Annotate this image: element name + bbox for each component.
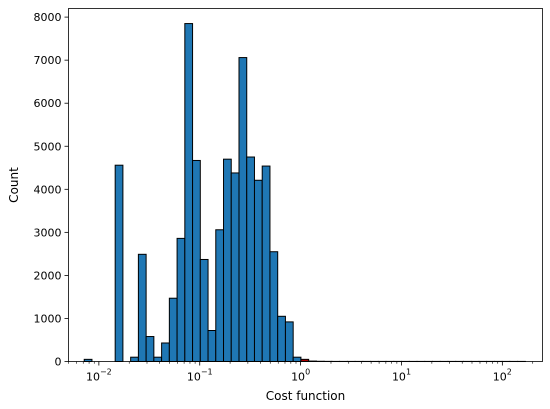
y-tick-label: 7000 [34,54,62,67]
y-axis: 0 1000 2000 3000 4000 5000 6000 7000 8000 [34,11,69,369]
histogram-bar [184,23,194,362]
histogram-bar [230,172,240,362]
plot-frame [68,8,543,362]
histogram-bar [238,57,248,362]
x-tick-label: 101 [392,368,411,384]
histogram-bar [130,356,139,363]
y-tick-label: 6000 [34,97,62,110]
x-tick-label: 102 [493,368,512,384]
y-tick-label: 3000 [34,226,62,239]
x-axis-label: Cost function [266,389,346,403]
histogram-bar [284,321,294,362]
y-tick-label: 4000 [34,183,62,196]
y-axis-label: Count [7,167,21,203]
histogram-bar [176,237,186,363]
histogram-bar [246,156,255,362]
histogram-bar [161,342,170,362]
histogram-bar [223,158,232,362]
histogram-bar [277,315,286,362]
x-tick-label: 10−2 [86,368,112,384]
y-tick-label: 0 [55,356,62,369]
histogram-bar [215,229,225,362]
histogram-bar [253,179,263,362]
histogram-bar [199,258,209,363]
histogram-bar [153,356,163,363]
histogram-bar [137,253,147,362]
histogram-bar [168,297,178,362]
y-tick-label: 2000 [34,269,62,282]
x-tick-label: 10−1 [187,368,213,384]
histogram-bar [261,165,271,362]
y-tick-label: 1000 [34,312,62,325]
histogram-bar [207,330,217,363]
histogram-bar [269,251,279,363]
histogram-bar [145,336,155,362]
y-tick-label: 8000 [34,11,62,24]
histogram-bar [292,356,302,363]
histogram-bar [114,164,124,362]
y-tick-label: 5000 [34,140,62,153]
x-axis: 10−2 10−1 100 101 102 [68,361,534,384]
x-tick-label: 100 [291,368,310,384]
histogram-bar [192,159,201,362]
